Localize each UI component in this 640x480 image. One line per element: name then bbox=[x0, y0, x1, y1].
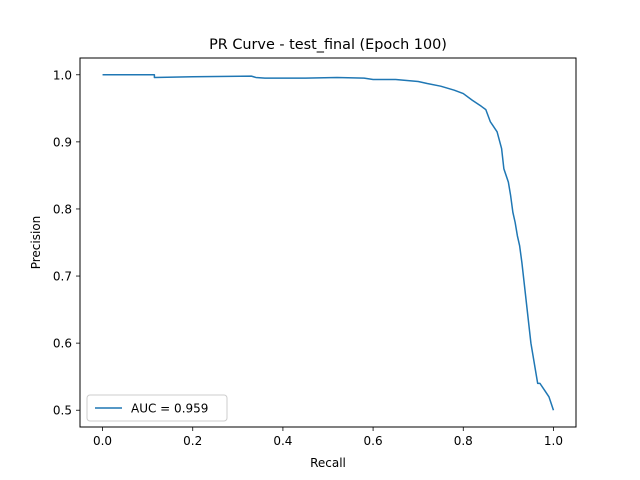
plot-area-frame bbox=[79, 57, 577, 428]
legend-box bbox=[86, 394, 228, 422]
y-tick-label: 0.5 bbox=[53, 404, 72, 418]
x-axis-ticks: 0.0 0.2 0.4 0.6 0.8 1.0 bbox=[93, 427, 563, 448]
x-tick-label: 1.0 bbox=[544, 434, 563, 448]
y-tick-label: 0.9 bbox=[53, 135, 72, 149]
legend: AUC = 0.959 bbox=[86, 394, 228, 422]
y-axis-label: Precision bbox=[29, 216, 43, 270]
x-tick-label: 0.8 bbox=[454, 434, 473, 448]
series-line-0 bbox=[102, 74, 555, 411]
x-axis-label: Recall bbox=[310, 456, 346, 470]
x-tick-label: 0.0 bbox=[93, 434, 112, 448]
x-tick-label: 0.4 bbox=[273, 434, 292, 448]
y-tick-label: 0.8 bbox=[53, 202, 72, 216]
chart-title: PR Curve - test_final (Epoch 100) bbox=[209, 37, 447, 53]
series-layer bbox=[102, 74, 555, 411]
x-tick-label: 0.2 bbox=[183, 434, 202, 448]
y-tick-label: 0.7 bbox=[53, 270, 72, 284]
legend-entry-label: AUC = 0.959 bbox=[131, 402, 208, 416]
y-axis-ticks: 0.5 0.6 0.7 0.8 0.9 1.0 bbox=[53, 68, 80, 418]
y-tick-label: 0.6 bbox=[53, 337, 72, 351]
x-tick-label: 0.6 bbox=[364, 434, 383, 448]
y-tick-label: 1.0 bbox=[53, 68, 72, 82]
